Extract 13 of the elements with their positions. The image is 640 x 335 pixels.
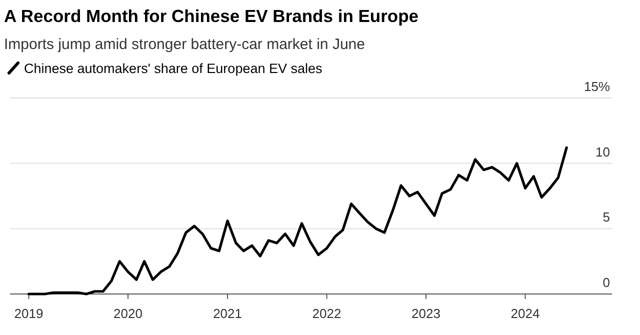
y-tick-label: 10 [596,144,610,160]
y-tick-label: 5 [602,210,610,225]
x-tick-label: 2021 [213,306,242,321]
x-tick-label: 2019 [14,306,44,321]
x-tick-label: 2020 [114,306,142,321]
chart-title: A Record Month for Chinese EV Brands in Europe [4,6,419,26]
chart-subtitle: Imports jump amid stronger battery-car market in June [4,36,365,53]
y-tick-label: 15% [584,79,610,94]
y-tick-label: 0 [602,275,610,290]
x-tick-label: 2022 [312,306,342,321]
legend-label: Chinese automakers' share of European EV sales [24,61,322,76]
x-tick-label: 2023 [412,306,440,321]
x-tick-label: 2024 [510,306,540,321]
